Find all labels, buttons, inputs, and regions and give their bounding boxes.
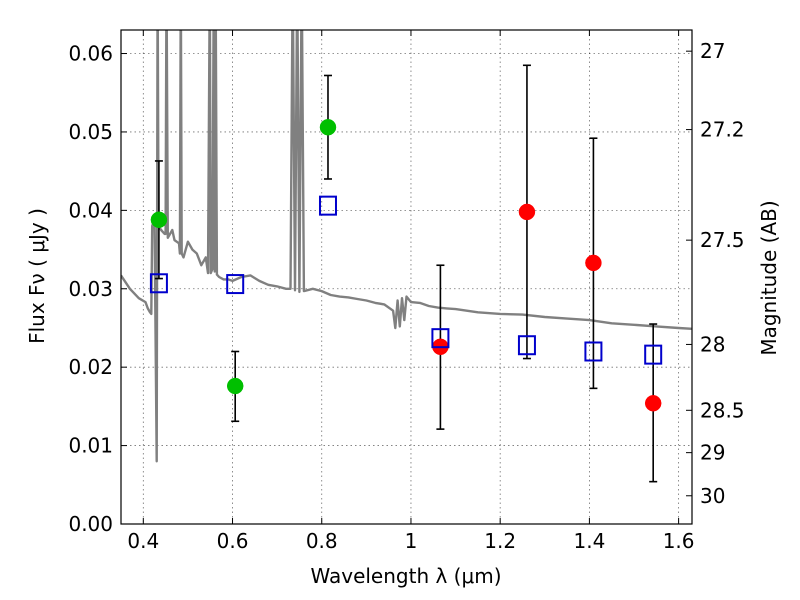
y-tick-label: 0.00 <box>68 512 113 536</box>
right-axis-title: Magnitude (AB) <box>757 200 781 355</box>
right-axis-tick-label: 30 <box>700 484 725 508</box>
x-tick-label: 1.6 <box>663 529 695 553</box>
model-flux-square <box>318 195 337 216</box>
y-axis-title: Flux Fν ( μJy ) <box>25 208 49 344</box>
right-axis-tick-label: 27.2 <box>700 118 745 142</box>
x-tick-label: 1.2 <box>484 529 516 553</box>
y-tick-label: 0.02 <box>68 355 113 379</box>
y-tick-label: 0.06 <box>68 42 113 66</box>
data-markers <box>149 118 663 412</box>
plot-frame <box>120 29 693 525</box>
model-flux-square <box>149 273 168 294</box>
right-axis-tick-label: 28.5 <box>700 398 745 422</box>
x-tick-label: 0.8 <box>306 529 338 553</box>
model-flux-square <box>584 341 603 362</box>
sed-model-curve <box>121 30 692 463</box>
model-flux-square <box>644 344 663 365</box>
sed-model-curve-layer <box>121 30 692 463</box>
x-tick-label: 0.4 <box>127 529 159 553</box>
grid-lines <box>121 30 692 524</box>
x-axis-title: Wavelength λ (μm) <box>310 564 501 588</box>
y-tick-label: 0.04 <box>68 198 113 222</box>
model-flux-square <box>226 274 245 295</box>
tick-labels: 0.4 0.6 0.8 1 1.2 1.4 1.6 0.00 0.01 0.02 0.03 0.04 0… <box>68 39 744 553</box>
observed-flux-point <box>150 211 168 229</box>
model-flux-square <box>517 335 536 356</box>
observed-flux-point <box>319 118 337 136</box>
observed-flux-point <box>585 254 602 272</box>
x-tick-label: 0.6 <box>217 529 249 553</box>
observed-flux-point <box>518 203 536 221</box>
y-tick-label: 0.01 <box>68 434 113 458</box>
axis-ticks <box>121 30 692 525</box>
y-tick-label: 0.05 <box>68 120 113 144</box>
x-tick-label: 1 <box>405 529 418 553</box>
right-axis-tick-label: 27.5 <box>700 228 745 252</box>
observed-flux-point <box>644 394 662 412</box>
y-tick-label: 0.03 <box>68 277 113 301</box>
model-flux-square <box>431 328 450 349</box>
right-axis-tick-label: 29 <box>700 441 725 465</box>
error-bars <box>154 64 658 483</box>
observed-flux-point <box>226 377 244 395</box>
right-axis-tick-label: 28 <box>700 332 725 356</box>
right-axis-tick-label: 27 <box>700 39 725 63</box>
x-tick-label: 1.4 <box>573 529 605 553</box>
